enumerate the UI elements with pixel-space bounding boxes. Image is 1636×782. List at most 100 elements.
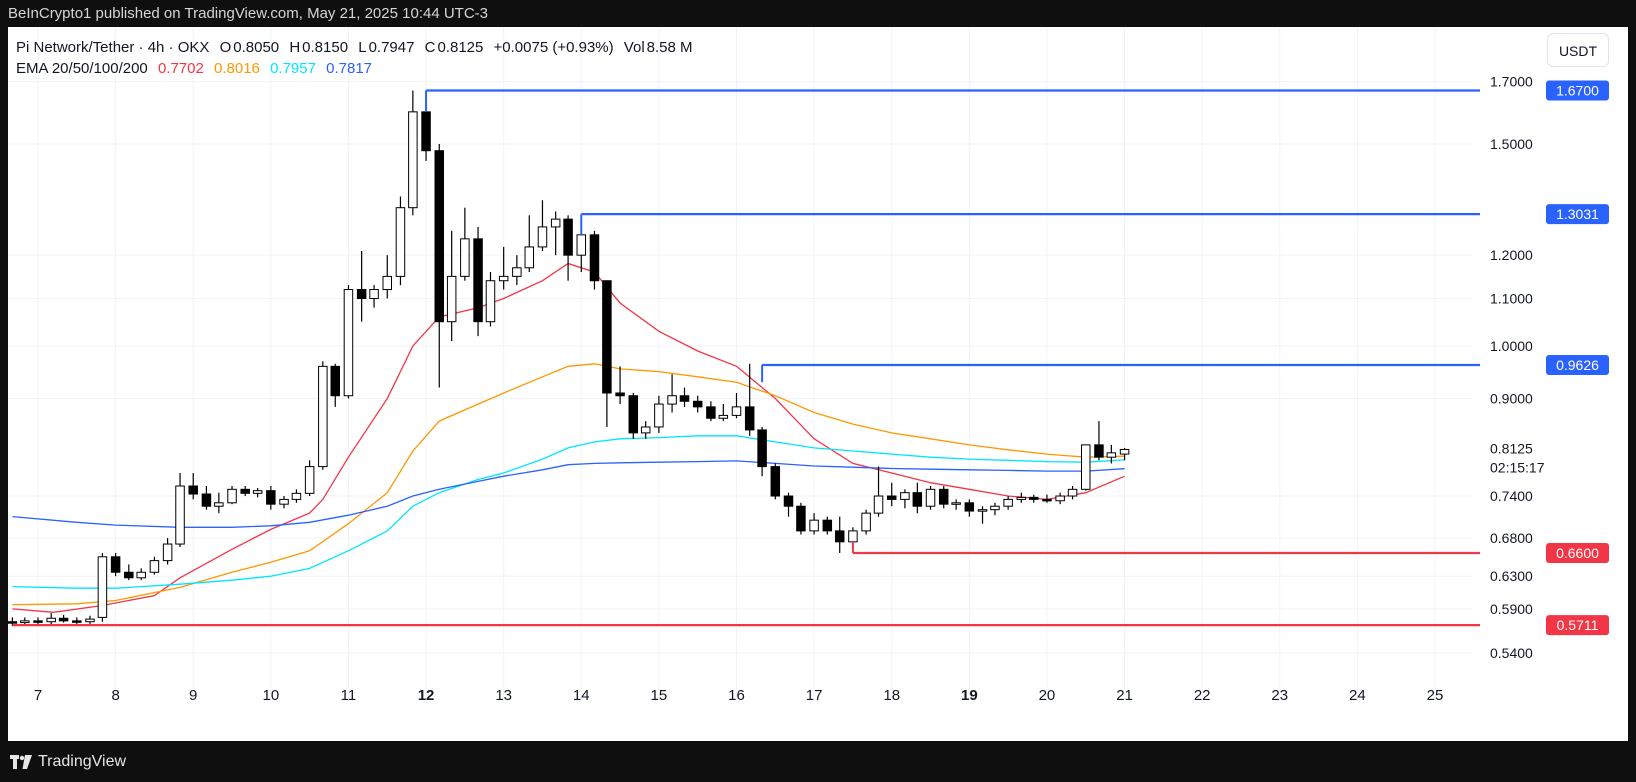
candle-body	[1094, 444, 1104, 458]
candle-body	[679, 395, 690, 402]
candle-body	[136, 571, 146, 579]
candle-body	[214, 502, 224, 507]
candle-body	[796, 505, 806, 532]
price-level-tag-label: 1.6700	[1556, 83, 1599, 99]
candle-body	[408, 111, 418, 209]
price-level-tag	[1546, 615, 1609, 636]
candle-body	[162, 543, 173, 562]
price-level-tag	[1546, 204, 1609, 225]
candle-body	[1016, 496, 1027, 500]
candle-body	[356, 289, 367, 300]
date-axis-label: 18	[883, 687, 900, 704]
candle-body	[744, 406, 755, 431]
candle-body	[382, 275, 392, 291]
high-value: 0.8150	[302, 39, 349, 56]
candle-body	[227, 488, 237, 504]
ema100-value: 0.7957	[270, 60, 316, 77]
candle-body	[446, 275, 457, 323]
candle-body	[1042, 498, 1052, 502]
change-value: +0.0075 (+0.93%)	[493, 39, 614, 56]
price-axis-label: 0.7400	[1490, 488, 1533, 504]
date-axis-label: 11	[341, 687, 357, 704]
candle-body	[848, 530, 858, 543]
candle-body	[8, 621, 18, 624]
candle-body	[318, 365, 328, 468]
price-axis-label: 0.5900	[1490, 601, 1533, 617]
candle-body	[58, 617, 69, 622]
date-axis-label: 24	[1349, 687, 1366, 704]
open-value: 0.8050	[233, 39, 280, 56]
tradingview-icon	[10, 755, 32, 769]
price-axis-label: 1.5000	[1490, 136, 1533, 152]
candle-body	[990, 505, 1000, 511]
date-axis-label: 12	[418, 687, 435, 704]
candle-body	[900, 492, 910, 500]
symbol-label[interactable]: Pi Network/Tether · 4h · OKX	[16, 39, 210, 56]
ema-line	[12, 460, 1125, 528]
candle-body	[266, 490, 276, 505]
candle-body	[304, 466, 315, 494]
price-chart[interactable]: 1.7000 1.5000 1.2000 1.1000 1.0000 0.9000 0.74…	[8, 27, 1628, 741]
price-level-tag-label: 0.5711	[1557, 617, 1599, 633]
candle-body	[110, 556, 121, 573]
ema-line	[12, 435, 1125, 589]
date-axis-label: 19	[961, 687, 978, 704]
candle-body	[20, 620, 30, 624]
price-level-tag-label: 0.6600	[1556, 545, 1599, 561]
candle-body	[149, 560, 160, 573]
candle-body	[343, 289, 354, 397]
date-axis-label: 20	[1039, 687, 1056, 704]
candle-body	[654, 403, 664, 428]
candle-body	[718, 414, 729, 419]
last-price-label: 0.8125	[1490, 440, 1533, 456]
ema-row: EMA 20/50/100/200 0.7702 0.8016 0.7957 0…	[16, 58, 693, 79]
candle-body	[498, 275, 509, 282]
price-axis-label: 1.7000	[1490, 74, 1533, 90]
price-axis-label: 0.6300	[1490, 568, 1533, 584]
candle-body	[85, 618, 95, 623]
ohlc-row: Pi Network/Tether · 4h · OKX O 0.8050 H 0.…	[16, 37, 693, 58]
ema20-value: 0.7702	[157, 60, 204, 77]
candle-body	[395, 207, 406, 277]
volume-value: 8.58 M	[646, 39, 693, 56]
attribution-text: BeInCrypto1 published on TradingView.com…	[8, 5, 488, 22]
chart-legend: Pi Network/Tether · 4h · OKX O 0.8050 H 0.…	[16, 37, 693, 79]
candle-body	[97, 556, 108, 618]
candle-body	[434, 150, 444, 323]
candle-body	[1029, 496, 1039, 500]
date-axis-label: 7	[34, 687, 42, 704]
candle-body	[291, 492, 302, 500]
price-axis-label: 0.5400	[1490, 645, 1533, 661]
price-level-tag	[1546, 354, 1609, 375]
attribution-bar: BeInCrypto1 published on TradingView.com…	[0, 0, 1636, 27]
price-axis-label: 1.1000	[1490, 291, 1533, 307]
candle-body	[512, 267, 522, 277]
candle-body	[330, 365, 341, 397]
candle-body	[576, 234, 587, 256]
candle-body	[938, 488, 949, 505]
low-key: L	[358, 39, 367, 56]
candle-body	[602, 280, 612, 394]
candle-body	[1055, 495, 1065, 502]
candle-body	[692, 400, 703, 408]
candle-body	[485, 280, 496, 323]
currency-unit-button[interactable]: USDT	[1547, 33, 1609, 67]
candle-body	[550, 218, 561, 228]
date-axis-label: 13	[495, 687, 512, 704]
date-axis-label: 16	[728, 687, 745, 704]
date-axis-label: 8	[111, 687, 119, 704]
ema-line	[12, 262, 1125, 613]
date-axis-label: 21	[1116, 687, 1133, 704]
price-axis-label: 0.6800	[1490, 530, 1533, 546]
price-level-tag	[1546, 80, 1609, 101]
tradingview-logo[interactable]: TradingView	[10, 753, 126, 771]
close-key: C	[424, 39, 436, 56]
ema-label[interactable]: EMA 20/50/100/200	[16, 60, 148, 77]
price-level-tag-label: 1.3031	[1556, 206, 1599, 222]
candle-body	[175, 485, 185, 545]
candle-body	[757, 429, 767, 468]
candle-body	[912, 492, 923, 507]
candle-body	[1067, 488, 1078, 497]
chart-area[interactable]: 1.7000 1.5000 1.2000 1.1000 1.0000 0.9000 0.74…	[8, 27, 1628, 741]
candle-body	[124, 571, 134, 579]
